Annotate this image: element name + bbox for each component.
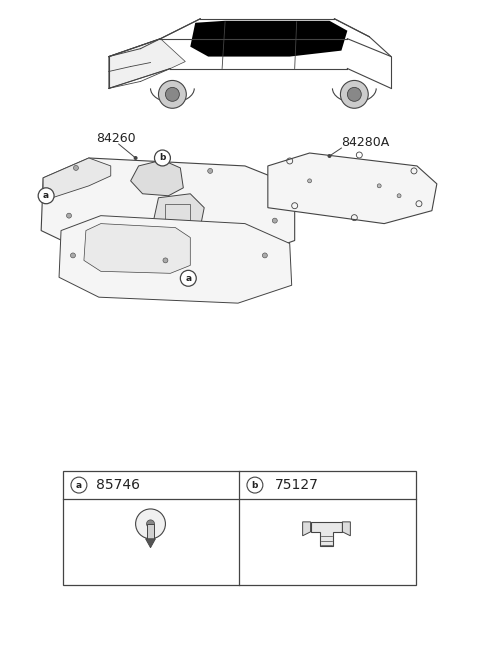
Text: a: a (185, 274, 192, 283)
Circle shape (71, 477, 87, 493)
Circle shape (208, 168, 213, 174)
Text: a: a (76, 481, 82, 489)
Circle shape (348, 87, 361, 102)
Polygon shape (109, 39, 185, 88)
Circle shape (340, 81, 368, 108)
Polygon shape (302, 522, 311, 536)
Text: 75127: 75127 (275, 478, 319, 492)
Polygon shape (190, 21, 348, 56)
Circle shape (155, 150, 170, 166)
Text: 84280A: 84280A (341, 136, 390, 149)
Circle shape (133, 156, 138, 160)
Polygon shape (131, 160, 183, 196)
Circle shape (146, 520, 155, 528)
Polygon shape (268, 153, 437, 223)
Circle shape (272, 218, 277, 223)
Polygon shape (311, 522, 342, 546)
Polygon shape (342, 522, 350, 536)
Polygon shape (43, 158, 111, 200)
Circle shape (163, 258, 168, 263)
Circle shape (180, 271, 196, 286)
Circle shape (73, 166, 78, 170)
Circle shape (67, 213, 72, 218)
Circle shape (38, 188, 54, 204)
Text: 85746: 85746 (96, 478, 140, 492)
Circle shape (158, 81, 186, 108)
Circle shape (308, 179, 312, 183)
Circle shape (71, 253, 75, 258)
Polygon shape (154, 194, 204, 232)
Polygon shape (145, 539, 156, 548)
Circle shape (327, 154, 332, 158)
Bar (166, 204, 190, 225)
Circle shape (397, 194, 401, 198)
Polygon shape (84, 223, 190, 273)
Circle shape (136, 509, 166, 539)
Text: b: b (159, 153, 166, 162)
Polygon shape (41, 158, 295, 261)
Circle shape (377, 184, 381, 188)
Circle shape (263, 253, 267, 258)
Text: 84260: 84260 (96, 132, 135, 145)
Circle shape (166, 87, 180, 102)
Bar (146, 524, 155, 539)
Bar (63, 471, 416, 586)
Polygon shape (59, 215, 292, 303)
Text: b: b (252, 481, 258, 489)
Text: a: a (43, 191, 49, 200)
Circle shape (247, 477, 263, 493)
